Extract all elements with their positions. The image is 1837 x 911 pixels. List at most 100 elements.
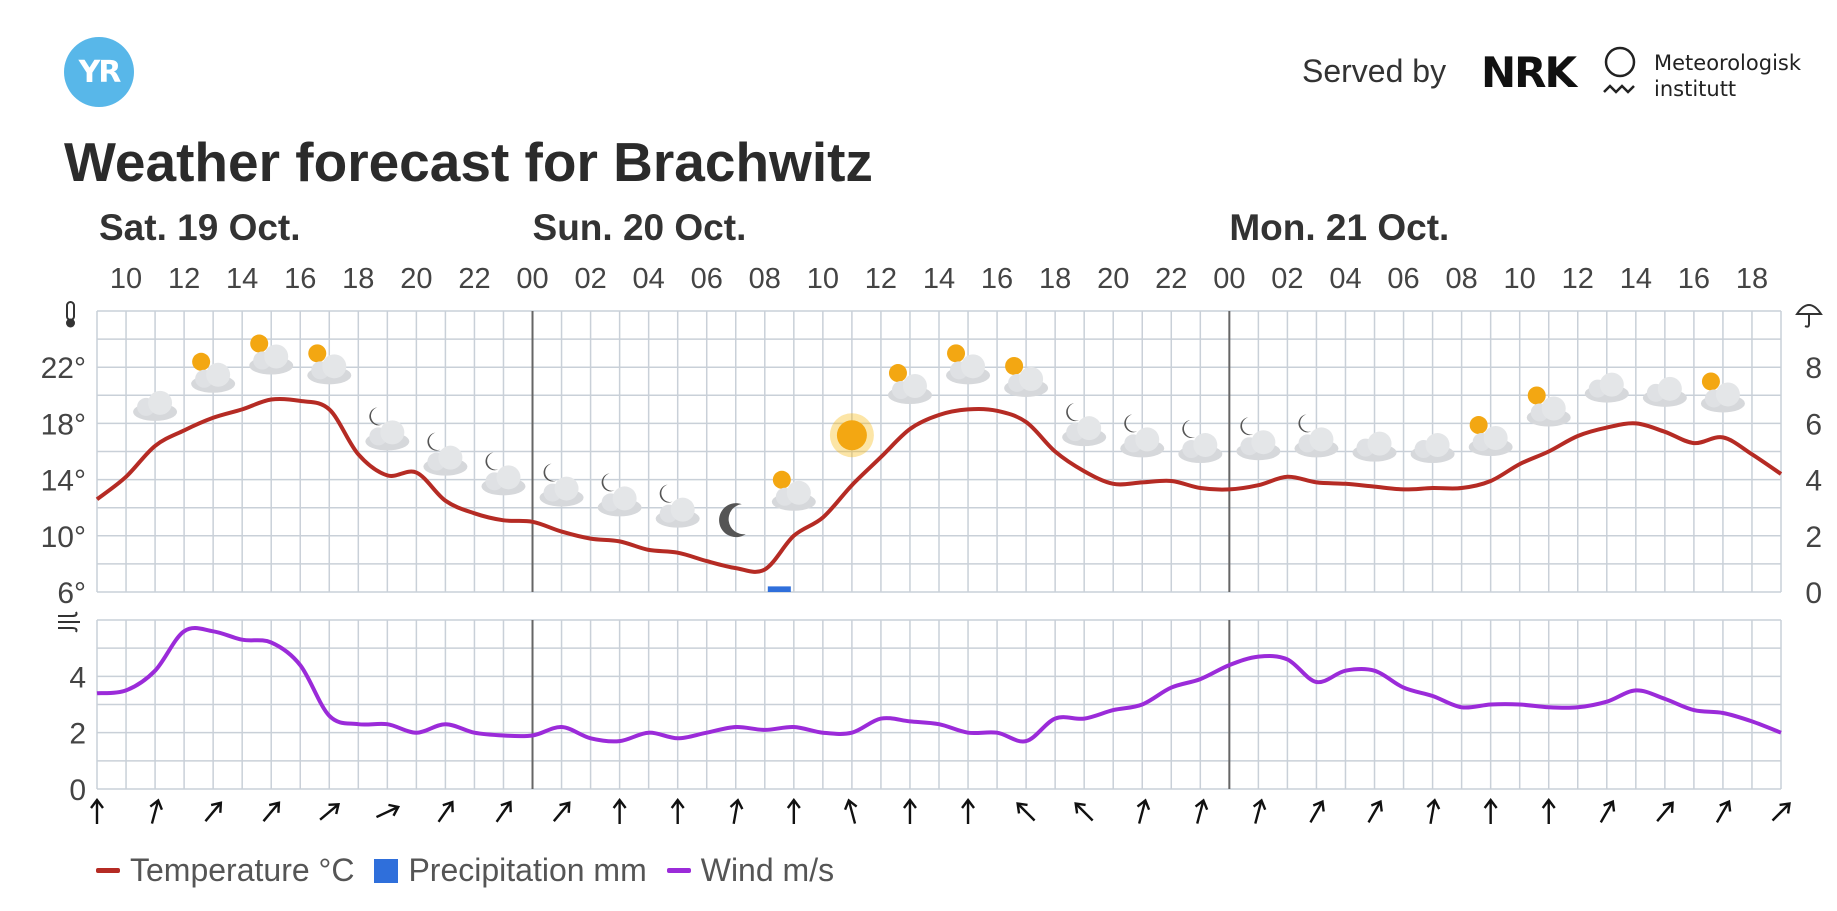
weather-icon-partly-sunny — [771, 470, 816, 511]
wind-direction-arrow-icon — [1715, 799, 1732, 823]
weather-icon-partly-night — [1120, 414, 1165, 458]
wind-direction-arrow-icon — [319, 803, 341, 821]
wind-direction-arrow-icon — [1252, 798, 1267, 824]
precip-tick-label: 2 — [1805, 521, 1822, 554]
nrk-logo[interactable]: NRK — [1481, 48, 1577, 97]
temperature-line — [95, 396, 1783, 574]
met-institute-name[interactable]: Meteorologisk institutt — [1654, 50, 1801, 102]
weather-icon-partly-sunny — [1700, 372, 1745, 413]
wind-icon — [58, 611, 80, 633]
wind-direction-arrow-icon — [1656, 801, 1674, 822]
hour-label: 14 — [1620, 263, 1652, 295]
wind-direction-arrow-icon — [1483, 798, 1498, 824]
weather-icon-partly-night — [539, 463, 584, 507]
weather-icon-partly-sunny — [249, 334, 294, 375]
hour-label: 22 — [458, 263, 490, 295]
hour-label: 08 — [749, 263, 781, 295]
wind-tick-label: 2 — [69, 718, 86, 751]
chart-legend: Temperature °C Precipitation mm Wind m/s — [96, 852, 854, 889]
weather-icon-cloudy — [1642, 376, 1687, 407]
weather-icon-cloudy — [1584, 372, 1629, 403]
wind-direction-arrow-icon — [1074, 802, 1094, 822]
thermometer-icon — [66, 301, 75, 328]
weather-icon-cloudy — [1352, 431, 1397, 462]
temp-tick-label: 10° — [41, 521, 86, 554]
hour-label: 22 — [1155, 263, 1187, 295]
wind-direction-arrow-icon — [1194, 798, 1209, 824]
wind-direction-arrow-icon — [1367, 799, 1383, 823]
wind-direction-arrow-icon — [149, 798, 164, 824]
wind-direction-arrow-icon — [729, 798, 744, 825]
wind-direction-arrow-icon — [1771, 802, 1791, 822]
legend-label-wind: Wind m/s — [700, 852, 835, 888]
day-label-1: Sun. 20 Oct. — [533, 207, 747, 248]
hour-label: 02 — [1271, 263, 1303, 295]
weather-icon-partly-sunny — [946, 344, 991, 385]
legend-item-precipitation: Precipitation mm — [374, 852, 647, 889]
wind-direction-arrow-icon — [843, 798, 858, 824]
hour-label: 18 — [1039, 263, 1071, 295]
wind-direction-arrow-icon — [903, 798, 917, 824]
precip-tick-label: 4 — [1805, 465, 1822, 498]
precipitation-bar — [767, 586, 791, 592]
day-label-0: Sat. 19 Oct. — [99, 207, 301, 248]
temp-tick-label: 14° — [41, 465, 86, 498]
served-by-label: Served by — [1302, 53, 1447, 89]
umbrella-icon — [1795, 304, 1823, 328]
weather-icon-partly-night — [481, 452, 526, 496]
weather-icon-cloudy — [133, 390, 178, 421]
hour-label: 14 — [923, 263, 955, 295]
wind-direction-arrow-icon — [262, 801, 281, 822]
hour-label: 20 — [1097, 263, 1129, 295]
weather-icon-night-clear — [719, 503, 746, 538]
weather-icon-partly-sunny — [1004, 356, 1049, 397]
wind-direction-arrow-icon — [204, 801, 223, 822]
legend-item-temperature: Temperature °C — [96, 852, 354, 889]
weather-icon-partly-night — [423, 432, 468, 476]
weather-icon-partly-night — [1178, 420, 1223, 464]
wind-tick-label: 4 — [69, 661, 86, 694]
hour-label: 20 — [400, 263, 432, 295]
hour-label: 10 — [110, 263, 142, 295]
wind-direction-arrow-icon — [375, 803, 401, 819]
legend-swatch-precipitation — [374, 858, 399, 883]
wind-direction-arrow-icon — [1016, 802, 1036, 822]
hour-label: 16 — [981, 263, 1013, 295]
wind-direction-arrow-icon — [1599, 799, 1616, 823]
wind-direction-arrow-icon — [437, 800, 454, 823]
wind-direction-arrow-icon — [786, 798, 801, 824]
weather-icon-cloudy — [1410, 433, 1455, 464]
weather-icon-partly-sunny — [191, 352, 236, 393]
weather-icon-partly-night — [1062, 403, 1107, 447]
weather-icon-partly-night — [597, 473, 642, 517]
hour-label: 04 — [633, 263, 665, 295]
hour-label: 04 — [1329, 263, 1361, 295]
hour-label: 00 — [516, 263, 548, 295]
temp-tick-label: 18° — [41, 408, 86, 441]
wind-line — [96, 626, 1782, 744]
wind-direction-arrow-icon — [495, 800, 512, 823]
wind-direction-arrow-icon — [1309, 799, 1325, 823]
legend-label-temperature: Temperature °C — [130, 852, 355, 888]
hour-label: 02 — [574, 263, 606, 295]
weather-icon-partly-sunny — [307, 344, 352, 385]
yr-logo[interactable]: YR — [64, 37, 134, 107]
met-institute-icon[interactable] — [1600, 46, 1640, 102]
weather-icon-partly-night — [365, 407, 410, 451]
wind-direction-arrow-icon — [612, 798, 627, 824]
hour-label: 10 — [1504, 263, 1536, 295]
wind-direction-arrow-icon — [1136, 798, 1151, 824]
hour-label: 14 — [226, 263, 258, 295]
weather-icon-partly-night — [1236, 417, 1281, 461]
legend-swatch-wind — [666, 868, 691, 873]
legend-item-wind: Wind m/s — [666, 852, 835, 889]
wind-direction-arrow-icon — [1541, 798, 1556, 824]
legend-swatch-temperature — [96, 868, 120, 873]
temp-tick-label: 22° — [41, 352, 86, 385]
weather-icon-sunny — [829, 413, 874, 458]
hour-label: 12 — [1562, 263, 1594, 295]
wind-direction-arrow-icon — [1426, 798, 1441, 825]
day-label-2: Mon. 21 Oct. — [1229, 207, 1449, 248]
legend-label-precipitation: Precipitation mm — [408, 852, 647, 888]
